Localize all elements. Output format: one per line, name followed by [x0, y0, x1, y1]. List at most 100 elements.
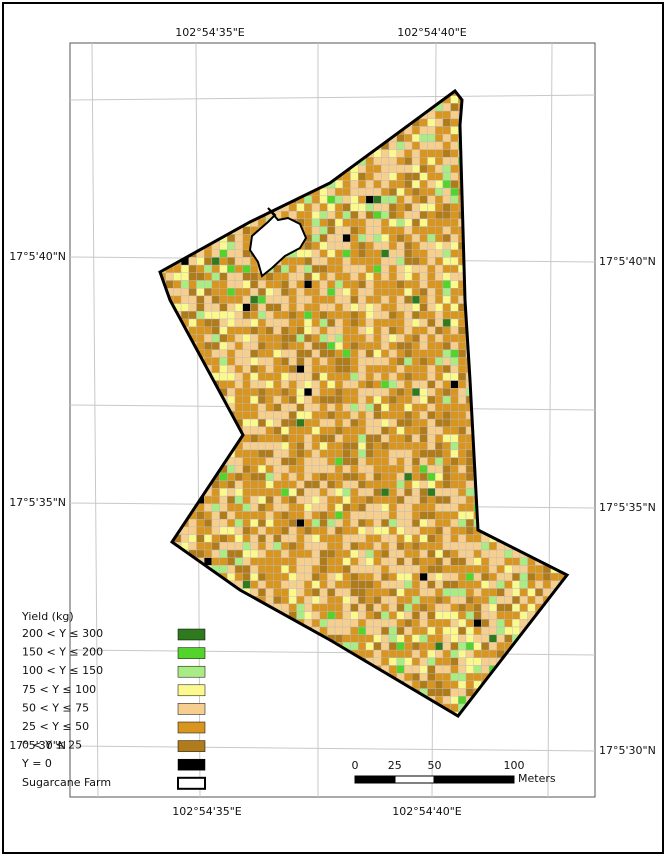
yield-cell [350, 488, 359, 497]
yield-cell [257, 318, 267, 327]
yield-cell [442, 295, 451, 304]
yield-cell [435, 280, 444, 289]
yield-cell [281, 318, 290, 327]
yield-cell [504, 626, 513, 635]
yield-cell [350, 288, 359, 297]
yield-cell [234, 311, 243, 320]
yield-cell [265, 557, 274, 566]
yield-cell [281, 280, 290, 289]
legend-label: 75 < Y ≤ 100 [22, 683, 96, 696]
yield-cell [334, 226, 344, 235]
yield-cell [311, 288, 320, 297]
yield-cell [411, 603, 421, 612]
yield-cell [396, 534, 405, 543]
yield-cell [388, 187, 397, 197]
yield-cell [188, 280, 197, 289]
yield-cell [281, 372, 290, 381]
yield-cell [442, 519, 451, 528]
coord-label: 102°54'35"E [172, 805, 242, 818]
yield-cell [442, 187, 451, 197]
yield-cell [381, 457, 390, 466]
yield-cell [388, 418, 397, 428]
yield-cell [311, 511, 320, 520]
yield-cell [265, 519, 274, 528]
yield-cell [188, 295, 197, 304]
yield-cell [450, 426, 459, 435]
yield-cell [342, 457, 351, 466]
yield-cell [304, 411, 313, 420]
yield-cell [427, 642, 436, 651]
yield-cell [388, 449, 397, 458]
yield-cell [442, 118, 451, 127]
yield-cell [342, 318, 351, 327]
yield-cell [450, 195, 459, 204]
yield-cell [265, 449, 274, 458]
yield-cell [319, 619, 328, 628]
yield-cell [265, 442, 274, 451]
yield-cell [388, 542, 397, 551]
yield-cell [396, 218, 405, 227]
yield-cell [211, 311, 220, 320]
yield-cell [319, 380, 328, 389]
yield-cell [304, 519, 313, 528]
yield-cell [404, 149, 413, 158]
yield-cell [219, 365, 228, 374]
yield-cell [435, 465, 444, 474]
yield-cell [381, 603, 390, 612]
yield-cell [234, 241, 243, 250]
yield-cell [319, 249, 328, 258]
yield-cell [334, 588, 344, 597]
yield-cell [234, 542, 243, 551]
yield-cell [281, 588, 290, 597]
yield-cell [450, 480, 459, 489]
yield-cell [211, 519, 220, 528]
yield-cell [527, 572, 536, 581]
yield-cell [304, 472, 313, 481]
yield-cell [350, 334, 359, 343]
yield-cell [219, 280, 228, 289]
yield-cell [450, 557, 459, 566]
yield-cell [435, 603, 444, 612]
yield-cell [458, 388, 467, 397]
yield-cell [319, 411, 328, 420]
yield-cell [373, 511, 382, 520]
yield-cell [419, 442, 428, 451]
yield-cell [265, 426, 274, 435]
yield-cell [227, 488, 236, 497]
yield-cell [381, 480, 390, 489]
yield-cell [481, 649, 490, 658]
yield-cell [396, 288, 405, 297]
yield-cell [227, 341, 236, 351]
yield-cell [481, 572, 490, 581]
yield-cell [250, 572, 259, 581]
yield-cell [411, 472, 421, 481]
yield-cell [342, 372, 351, 381]
yield-cell [411, 557, 421, 566]
yield-cell [427, 187, 436, 197]
yield-cell [411, 133, 421, 143]
yield-cell [273, 542, 282, 551]
yield-cell [304, 526, 313, 535]
yield-cell [311, 426, 320, 435]
yield-cell [350, 580, 359, 589]
yield-cell [327, 388, 336, 397]
yield-cell [442, 603, 451, 612]
yield-cell [419, 141, 428, 150]
yield-cell [219, 264, 228, 274]
yield-cell [488, 649, 498, 658]
yield-cell [411, 264, 421, 274]
yield-cell [411, 395, 421, 404]
yield-cell [257, 280, 267, 289]
yield-cell [419, 611, 428, 620]
yield-cell [365, 249, 374, 258]
yield-cell [435, 495, 444, 505]
yield-cell [358, 257, 367, 266]
yield-cell [281, 495, 290, 505]
yield-cell [373, 619, 382, 628]
yield-cell [396, 365, 405, 374]
yield-cell [311, 619, 320, 628]
yield-cell [358, 634, 367, 643]
legend-label: 100 < Y ≤ 150 [22, 664, 103, 677]
yield-cell [465, 572, 474, 581]
yield-cell [419, 526, 428, 535]
